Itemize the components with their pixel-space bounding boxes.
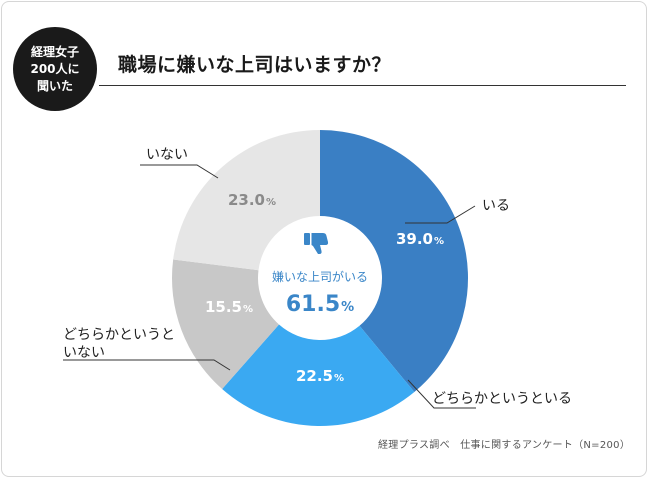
slice-category-label: どちらかというといない	[63, 327, 175, 361]
source-note: 経理プラス調べ 仕事に関するアンケート（N=200）	[378, 440, 631, 451]
center-value-unit: %	[341, 300, 354, 315]
slice-category-label: いない	[146, 147, 188, 163]
donut-slice	[173, 130, 320, 271]
slice-percent-label: 39.0%	[396, 230, 444, 248]
center-label: 嫌いな上司がいる	[272, 269, 368, 284]
slice-category-label: いる	[482, 198, 510, 214]
survey-badge: 経理女子 200人に 聞いた	[13, 27, 97, 111]
badge-line-1: 経理女子	[30, 44, 79, 59]
center-value-number: 61.5	[286, 292, 340, 317]
leader-line	[140, 164, 219, 179]
donut-slices	[172, 130, 469, 426]
leader-line	[407, 379, 476, 409]
badge-line-3: 聞いた	[36, 78, 73, 93]
donut-slice	[222, 324, 415, 426]
slice-category-label: どちらかというといる	[432, 391, 572, 407]
leader-lines	[63, 164, 476, 409]
thumbs-down-icon	[304, 233, 329, 254]
donut-slice	[320, 130, 469, 393]
slice-percent-label: 22.5%	[296, 367, 344, 385]
donut-slice	[172, 259, 279, 390]
leader-line	[405, 205, 476, 224]
slice-percent-label: 23.0%	[228, 191, 276, 209]
center-value: 61.5%	[286, 292, 354, 317]
leader-line	[63, 359, 231, 371]
chart-title: 職場に嫌いな上司はいますか？	[118, 54, 392, 76]
badge-line-2: 200人に	[30, 61, 80, 76]
slice-percent-label: 15.5%	[205, 298, 253, 316]
percent-labels: 39.0% 22.5% 15.5% 23.0%	[205, 191, 444, 385]
title-underline	[99, 85, 626, 86]
